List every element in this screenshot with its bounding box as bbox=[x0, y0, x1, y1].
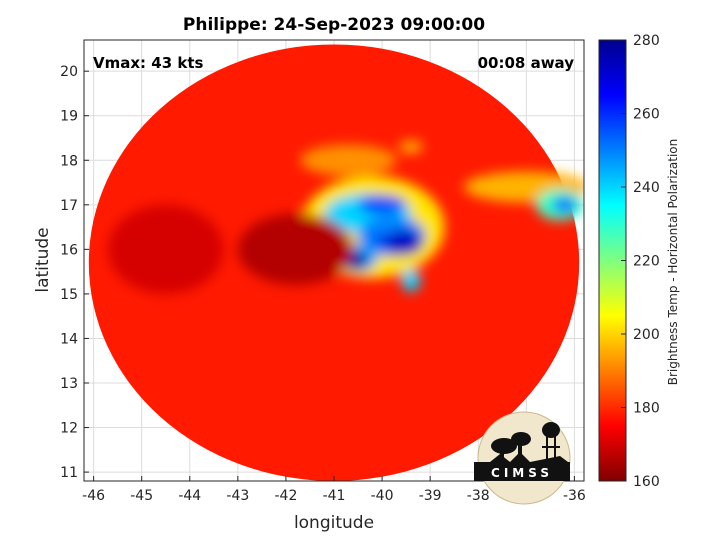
chart-title: Philippe: 24-Sep-2023 09:00:00 bbox=[183, 15, 485, 35]
feature-blob bbox=[398, 140, 423, 154]
x-tick-label: -46 bbox=[82, 488, 105, 504]
colorbar-tick-label: 200 bbox=[633, 327, 660, 343]
feature-blob bbox=[237, 213, 354, 285]
feature-blob bbox=[384, 230, 423, 256]
x-tick-label: -36 bbox=[563, 488, 586, 504]
colorbar-label: Brightness Temp - Horizontal Polarizatio… bbox=[666, 139, 680, 386]
y-tick-label: 19 bbox=[60, 109, 78, 125]
colorbar-tick-label: 240 bbox=[633, 180, 660, 196]
water-tower-icon bbox=[542, 422, 560, 462]
feature-blob bbox=[108, 204, 224, 294]
colorbar-tick-label: 220 bbox=[633, 254, 660, 270]
logo-text: CIMSS bbox=[491, 466, 553, 480]
colorbar: 160 180 200 220 240 260 280 Brightness Temp - … bbox=[598, 33, 680, 490]
x-tick-label: -43 bbox=[226, 488, 249, 504]
x-tick-label: -44 bbox=[178, 488, 201, 504]
feature-blob bbox=[401, 269, 421, 292]
y-tick-label: 11 bbox=[60, 465, 78, 481]
x-axis-label: longitude bbox=[294, 513, 374, 533]
feature-blob bbox=[300, 144, 397, 176]
feature-blob bbox=[552, 196, 577, 213]
colorbar-tick-label: 280 bbox=[633, 33, 660, 49]
y-tick-label: 14 bbox=[60, 331, 78, 347]
y-tick-label: 17 bbox=[60, 198, 78, 214]
colorbar-tick-label: 260 bbox=[633, 107, 660, 123]
brightness-features bbox=[108, 140, 584, 294]
y-tick-label: 13 bbox=[60, 376, 78, 392]
x-tick-label: -41 bbox=[323, 488, 346, 504]
cimss-logo: CIMSS bbox=[474, 411, 571, 505]
y-axis-label: latitude bbox=[33, 227, 53, 292]
y-tick-label: 15 bbox=[60, 287, 78, 303]
x-tick-label: -45 bbox=[130, 488, 153, 504]
vmax-label: Vmax: 43 kts bbox=[93, 54, 203, 72]
colorbar-tick-label: 180 bbox=[633, 401, 660, 417]
time-offset-label: 00:08 away bbox=[478, 54, 575, 72]
plot-area: -46-45-44-43-42-41-40-39-38-37-36 111213… bbox=[33, 39, 586, 533]
y-tick-label: 20 bbox=[60, 64, 78, 80]
y-tick-label: 12 bbox=[60, 421, 78, 437]
y-axis: 11 12 13 14 15 16 17 18 19 20 bbox=[60, 64, 89, 481]
feature-blob bbox=[358, 195, 407, 215]
colorbar-tick-label: 160 bbox=[633, 474, 660, 490]
y-tick-label: 16 bbox=[60, 242, 78, 258]
x-tick-label: -42 bbox=[274, 488, 297, 504]
x-tick-label: -39 bbox=[419, 488, 442, 504]
logo-band bbox=[474, 462, 570, 481]
feature-blob bbox=[374, 235, 390, 246]
x-tick-label: -40 bbox=[371, 488, 394, 504]
x-tick-label: -38 bbox=[467, 488, 490, 504]
y-tick-label: 18 bbox=[60, 153, 78, 169]
satellite-swath bbox=[88, 44, 584, 481]
colorbar-ticks: 160 180 200 220 240 260 280 bbox=[621, 33, 660, 490]
